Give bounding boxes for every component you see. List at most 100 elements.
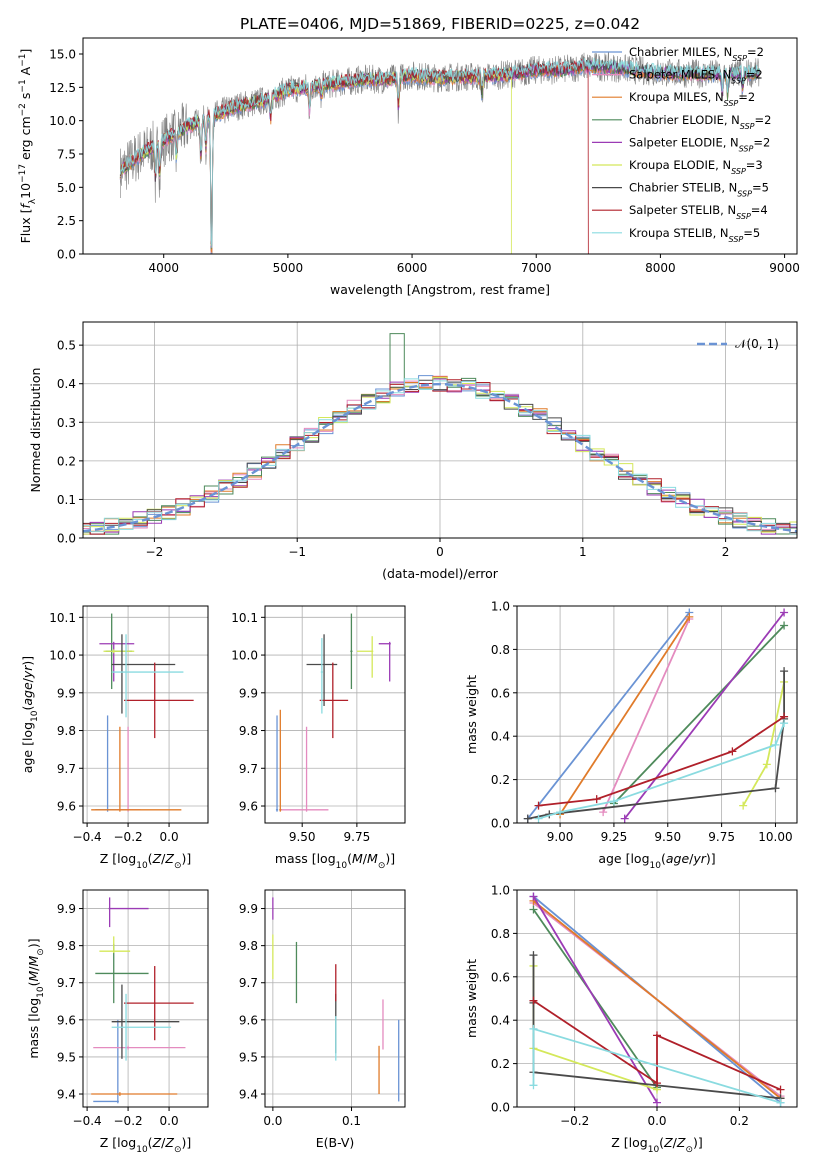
weight-marker — [653, 1098, 661, 1107]
weight-marker — [523, 814, 532, 823]
weight-marker — [534, 814, 543, 823]
y-tick-label: 9.5 — [57, 1050, 76, 1064]
weight-marker — [653, 1031, 661, 1040]
weight-marker — [776, 1085, 785, 1094]
y-tick-label: 5.0 — [57, 181, 76, 195]
weight-marker — [728, 747, 737, 756]
x-axis-label: E(B-V) — [316, 1135, 355, 1150]
weight-marker — [599, 808, 608, 817]
weight-vs-age-plot: 9.00 9.25 9.50 9.75 10.000.00.20.40.60.81.0a… — [464, 600, 798, 871]
y-tick-label: 1.0 — [491, 884, 510, 898]
weight-line — [532, 900, 782, 1100]
weight-line — [613, 624, 785, 805]
y-tick-label: 9.7 — [57, 762, 76, 776]
y-tick-label: 0.0 — [491, 817, 510, 831]
x-tick-label: 6000 — [397, 261, 428, 275]
x-tick-label: 5000 — [273, 261, 304, 275]
x-tick-label: 0 — [436, 545, 444, 559]
axes-frame — [82, 37, 798, 255]
legend-label: Kroupa STELIB, NSSP=5 — [629, 226, 760, 244]
legend-label: Kroupa ELODIE, NSSP=3 — [629, 158, 763, 176]
weight-line — [538, 715, 785, 807]
legend-label: Salpeter ELODIE, NSSP=2 — [629, 135, 770, 153]
weight-marker — [529, 996, 538, 1005]
y-tick-label: 9.7 — [239, 976, 258, 990]
y-axis-label: Normed distribution — [28, 368, 43, 493]
x-tick-label: 8000 — [645, 261, 676, 275]
x-tick-label: 9.25 — [601, 830, 628, 844]
y-axis-label: mass weight — [464, 959, 479, 1038]
x-tick-label: 9.50 — [654, 830, 681, 844]
weight-marker — [556, 808, 565, 817]
spectrum-data-line — [120, 51, 760, 254]
histogram-step-series — [83, 377, 797, 535]
x-tick-label: 7000 — [521, 261, 552, 275]
weight-marker — [780, 608, 789, 617]
x-tick-label: 9000 — [769, 261, 800, 275]
y-tick-label: 0.4 — [491, 1014, 510, 1028]
y-tick-label: 10.0 — [231, 649, 258, 663]
x-tick-label: 9.00 — [547, 830, 574, 844]
legend-label: Chabrier ELODIE, NSSP=2 — [629, 113, 771, 131]
spectrum-model-line-salpeter-stelib — [119, 58, 589, 254]
weight-line — [533, 999, 781, 1091]
legend-label: Salpeter MILES, NSSP=2 — [629, 68, 763, 86]
x-tick-label: 0.0 — [160, 830, 179, 844]
x-tick-label: 1 — [579, 545, 587, 559]
spectrum-plot: 4000 5000 6000 7000 8000 9000 0.0 2.5 5.0 7.5 10.0… — [18, 37, 800, 297]
x-tick-label: 0.2 — [730, 1114, 749, 1128]
y-tick-label: 9.8 — [239, 724, 258, 738]
y-tick-label: 0.0 — [57, 248, 76, 262]
legend-label: Salpeter STELIB, NSSP=4 — [629, 203, 768, 221]
weight-marker — [529, 1024, 538, 1033]
mass-vs-ebv-plot: 0.0 0.1 9.4 9.5 9.6 9.7 9.8 9.9 E(B-V) — [239, 889, 406, 1150]
x-tick-label: −1 — [288, 545, 306, 559]
y-tick-label: 10.1 — [49, 611, 76, 625]
y-tick-label: 9.7 — [57, 976, 76, 990]
y-tick-label: 0.0 — [57, 532, 76, 546]
residuals-histogram: −2 −1 0 1 2 0.0 0.1 0.2 0.3 0.4 0.5 (data-model)/er… — [28, 321, 798, 581]
x-tick-label: −0.2 — [114, 1114, 143, 1128]
plot-area — [275, 613, 391, 812]
x-axis-label: wavelength [Angstrom, rest frame] — [330, 282, 550, 297]
weight-marker — [534, 801, 543, 810]
y-tick-label: 9.9 — [57, 686, 76, 700]
normal-curve — [83, 382, 797, 533]
y-tick-label: 2.5 — [57, 214, 76, 228]
spectrum-model-line-kroupa-stelib — [119, 57, 760, 248]
x-tick-label: −0.4 — [73, 1114, 102, 1128]
legend-label: Chabrier MILES, NSSP=2 — [629, 45, 764, 63]
y-tick-label: 9.7 — [239, 762, 258, 776]
histogram-step-series — [83, 378, 797, 535]
y-tick-label: 10.0 — [49, 649, 76, 663]
y-tick-label: 9.5 — [239, 1050, 258, 1064]
legend-label: Chabrier STELIB, NSSP=5 — [629, 181, 769, 199]
y-tick-label: 0.0 — [491, 1101, 510, 1115]
y-tick-label: 0.8 — [491, 643, 510, 657]
x-axis-label: (data-model)/error — [382, 566, 499, 581]
y-tick-label: 9.9 — [239, 686, 258, 700]
y-tick-label: 15.0 — [49, 48, 76, 62]
weight-marker — [529, 951, 538, 960]
y-tick-label: 9.6 — [57, 1013, 76, 1027]
y-tick-label: 0.5 — [57, 339, 76, 353]
axes-frame — [82, 605, 209, 824]
plot-area — [91, 613, 194, 812]
x-tick-label: 9.75 — [708, 830, 735, 844]
y-tick-label: 7.5 — [57, 148, 76, 162]
y-tick-label: 10.1 — [231, 611, 258, 625]
y-tick-label: 9.8 — [57, 939, 76, 953]
axes-frame — [264, 605, 406, 824]
y-tick-label: 0.1 — [57, 493, 76, 507]
y-tick-label: 0.6 — [491, 686, 510, 700]
plot-area — [523, 608, 789, 823]
weight-line — [602, 618, 691, 813]
histogram-step-series — [83, 376, 797, 535]
weight-marker — [592, 795, 601, 804]
plot-area — [272, 897, 400, 1102]
y-tick-label: 10.0 — [49, 114, 76, 128]
x-tick-label: 0.0 — [647, 1114, 666, 1128]
y-tick-label: 0.3 — [57, 416, 76, 430]
y-tick-label: 9.6 — [57, 800, 76, 814]
y-tick-label: 0.4 — [57, 377, 76, 391]
